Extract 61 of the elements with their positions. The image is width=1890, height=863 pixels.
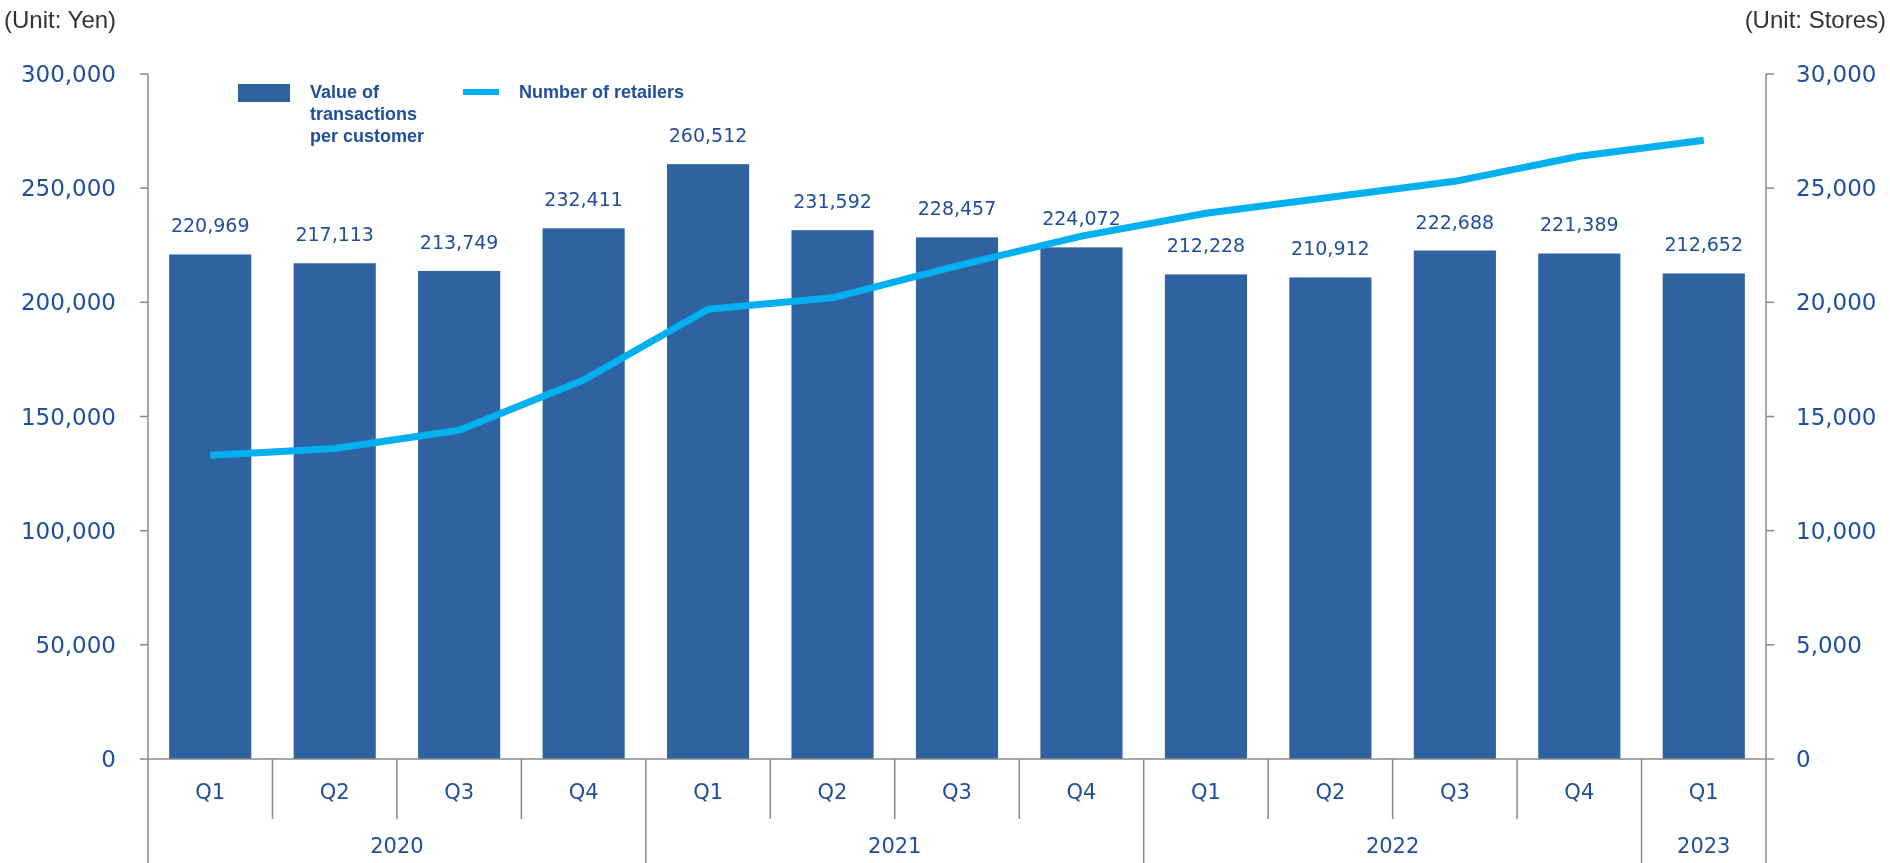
y-tick-label: 250,000 — [20, 175, 116, 202]
x-tick-label: Q2 — [1315, 780, 1346, 804]
y-tick-label: 200,000 — [20, 289, 116, 316]
data-label: 213,749 — [419, 230, 499, 253]
x-tick-label: Q2 — [817, 780, 848, 804]
text: 2023 — [1677, 834, 1731, 858]
legend-label: Value of transactions per customer — [310, 82, 425, 146]
bar — [1289, 277, 1372, 759]
bar — [1040, 247, 1123, 759]
y2-tick-label: 0 — [1796, 746, 1811, 773]
x-tick-label: Q1 — [1190, 780, 1221, 804]
bar — [542, 228, 625, 759]
data-label: 210,912 — [1291, 237, 1370, 260]
bar — [293, 263, 376, 759]
y-tick-label: 50,000 — [35, 631, 116, 658]
bar — [1662, 273, 1745, 759]
x-tick-label: Q1 — [1688, 780, 1719, 804]
data-label: 232,411 — [544, 188, 623, 211]
bar — [169, 254, 252, 759]
data-label: 231,592 — [793, 190, 872, 213]
data-label: 217,113 — [295, 223, 374, 246]
x-tick-label: Q3 — [942, 780, 972, 804]
data-label: 222,688 — [1415, 210, 1495, 233]
y2-tick-label: 15,000 — [1796, 403, 1877, 430]
x-tick-label: Q1 — [195, 780, 226, 804]
data-label: 224,072 — [1042, 207, 1121, 230]
data-label: 228,457 — [917, 197, 997, 220]
y2-tick-label: 25,000 — [1796, 175, 1877, 202]
bar — [667, 164, 750, 759]
bar — [1538, 253, 1621, 759]
data-label: 220,969 — [170, 214, 250, 237]
x-tick-label: Q3 — [1439, 780, 1470, 804]
x-tick-label: Q3 — [444, 780, 475, 804]
x-tick-label: Q1 — [693, 780, 724, 804]
y-tick-label: 150,000 — [20, 403, 116, 430]
bar — [1413, 250, 1496, 759]
x-tick-label: Q4 — [568, 780, 599, 804]
bar — [791, 230, 874, 759]
data-label: 212,228 — [1166, 234, 1246, 257]
x-tick-label: Q4 — [1564, 780, 1595, 804]
y2-tick-label: 10,000 — [1796, 517, 1877, 544]
data-label: 260,512 — [668, 124, 748, 147]
bar — [418, 270, 501, 759]
y2-tick-label: 20,000 — [1796, 289, 1877, 316]
text: 2022 — [1365, 834, 1420, 858]
data-label: 221,389 — [1540, 213, 1619, 236]
y2-tick-label: 5,000 — [1796, 631, 1862, 658]
legend-label: Number of retailers — [519, 82, 685, 102]
y2-tick-label: 30,000 — [1796, 61, 1877, 88]
x-tick-label: Q4 — [1066, 780, 1097, 804]
y-tick-label: 0 — [101, 746, 116, 773]
text: 2020 — [370, 834, 424, 858]
y-tick-label: 300,000 — [20, 61, 116, 88]
text: 2021 — [868, 834, 922, 858]
y-tick-label: 100,000 — [20, 517, 116, 544]
bar — [915, 237, 999, 759]
y-axis-title: (Unit: Yen) — [4, 6, 117, 33]
bar — [1164, 274, 1247, 759]
data-label: 212,652 — [1664, 233, 1744, 256]
x-tick-label: Q2 — [319, 780, 350, 804]
y2-axis-title: (Unit: Stores) — [1744, 6, 1886, 33]
